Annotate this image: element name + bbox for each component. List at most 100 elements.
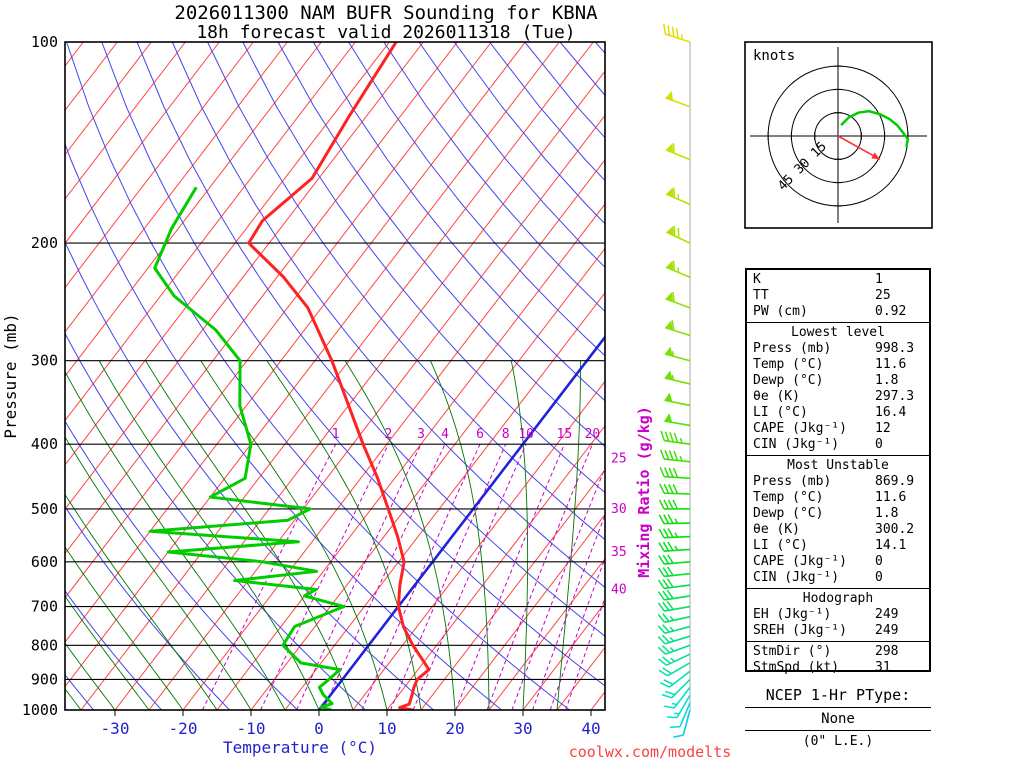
wind-barb <box>661 678 691 699</box>
pressure-tick-label: 800 <box>31 636 58 654</box>
wind-barb <box>663 23 691 43</box>
wind-barb <box>658 499 690 510</box>
temperature-tick-label: 30 <box>513 719 532 738</box>
pressure-tick-label: 600 <box>31 553 58 571</box>
table-row-label: Temp (°C) <box>753 357 824 372</box>
pressure-axis-label: Pressure (mb) <box>1 313 20 438</box>
pressure-gridlines <box>65 41 605 711</box>
temperature-tick-label: 20 <box>445 719 464 738</box>
wind-barb <box>658 554 691 565</box>
wind-barb <box>657 613 691 624</box>
wind-barb <box>673 709 691 738</box>
mixing-ratio-value-label: 40 <box>611 582 627 597</box>
ptype-block: NCEP 1-Hr PType: None (0" L.E.) <box>745 686 931 749</box>
mixing-ratio-value-label: 35 <box>611 545 627 560</box>
table-row-label: PW (cm) <box>753 304 808 319</box>
wind-barb <box>658 653 691 666</box>
pressure-tick-label: 900 <box>31 670 58 688</box>
wind-barb <box>658 541 691 552</box>
table-row-label: CIN (Jkg⁻¹) <box>753 570 840 585</box>
table-row-value: 12 <box>875 421 891 436</box>
pressure-tick-label: 100 <box>31 33 58 51</box>
wind-barb <box>657 624 691 635</box>
wind-barb <box>658 662 691 677</box>
wind-barb <box>660 430 691 445</box>
table-row-value: 998.3 <box>875 341 915 356</box>
table-row-value: 1 <box>875 272 883 287</box>
table-row: EH (Jkg⁻¹) 249 <box>753 607 923 623</box>
table-section: StmDir (°) 298 StmSpd (kt) 31 <box>747 641 929 678</box>
chart-title-line2: 18h forecast valid 2026011318 (Tue) <box>196 22 575 43</box>
wind-barb <box>659 466 691 480</box>
table-row-value: 0 <box>875 437 883 452</box>
table-section: Lowest level Press (mb) 998.3 Temp (°C) 11.6… <box>747 322 929 455</box>
table-row-value: 31 <box>875 660 891 675</box>
indices-table: K 1 TT 25 PW (cm) 0.92 Lowest level Press (mb) 9… <box>745 268 931 675</box>
wind-barb <box>665 143 691 161</box>
table-row-label: Dewp (°C) <box>753 373 824 388</box>
table-section-header: Lowest level <box>791 325 885 340</box>
table-row-label: CAPE (Jkg⁻¹) <box>753 554 847 569</box>
wind-barb <box>666 694 691 719</box>
table-row: θe (K) 300.2 <box>753 522 923 538</box>
table-row: CIN (Jkg⁻¹) 0 <box>753 437 923 453</box>
watermark-link[interactable]: coolwx.com/modelts <box>569 743 732 761</box>
mixing-ratio-axis-label: Mixing Ratio (g/kg) <box>635 406 653 578</box>
table-row-label: Dewp (°C) <box>753 506 824 521</box>
temperature-tick-label: -30 <box>101 719 130 738</box>
pressure-tick-label: 200 <box>31 234 58 252</box>
table-row-label: TT <box>753 288 769 303</box>
wind-barb <box>658 528 691 539</box>
mixing-ratio-value-label: 4 <box>441 427 449 442</box>
wind-barb <box>658 514 691 525</box>
wind-barb <box>664 686 691 709</box>
table-row-label: Press (mb) <box>753 474 832 489</box>
wind-barb <box>664 413 691 427</box>
table-row: Press (mb) 869.9 <box>753 474 923 490</box>
table-row-value: 869.9 <box>875 474 915 489</box>
wind-barb <box>659 670 691 688</box>
mixing-ratio-value-label: 1 <box>332 427 340 442</box>
wind-barb <box>659 449 691 463</box>
table-row: LI (°C) 16.4 <box>753 405 923 421</box>
table-row-value: 14.1 <box>875 538 907 553</box>
table-row: Temp (°C) 11.6 <box>753 357 923 373</box>
pressure-tick-label: 1000 <box>22 701 58 719</box>
mixing-ratio-value-label: 20 <box>585 427 601 442</box>
ptype-header: NCEP 1-Hr PType: <box>745 686 931 708</box>
table-row-label: θe (K) <box>753 522 800 537</box>
table-row-value: 0 <box>875 570 883 585</box>
mixing-ratio-value-label: 30 <box>611 502 627 517</box>
table-row-value: 25 <box>875 288 891 303</box>
table-row-label: SREH (Jkg⁻¹) <box>753 623 847 638</box>
wind-barb <box>664 320 691 337</box>
table-row: CAPE (Jkg⁻¹) 0 <box>753 554 923 570</box>
table-row: TT 25 <box>753 288 923 304</box>
table-row-value: 1.8 <box>875 506 899 521</box>
table-row-label: CAPE (Jkg⁻¹) <box>753 421 847 436</box>
table-row-value: 16.4 <box>875 405 907 420</box>
table-row-value: 11.6 <box>875 357 907 372</box>
table-row-label: LI (°C) <box>753 538 808 553</box>
table-row: Press (mb) 998.3 <box>753 341 923 357</box>
table-row: StmDir (°) 298 <box>753 644 923 660</box>
wind-barb <box>659 483 691 495</box>
hodograph-trace <box>840 109 910 148</box>
sounding-traces <box>148 42 431 710</box>
temperature-axis-label: Temperature (°C) <box>223 738 377 757</box>
table-row-value: 297.3 <box>875 389 915 404</box>
mixing-ratio-labels: 1 2 3 4 6 8 10 15 20 25 30 35 40 <box>332 427 627 597</box>
wind-barb <box>664 370 691 385</box>
temperature-tick-label: -20 <box>169 719 198 738</box>
hodograph-units-label: knots <box>753 48 795 64</box>
table-row-label: K <box>753 272 761 287</box>
wind-barb <box>669 702 691 729</box>
table-row-label: StmSpd (kt) <box>753 660 840 675</box>
temperature-tick-label: 0 <box>314 719 324 738</box>
ptype-value: None <box>745 708 931 731</box>
table-row-value: 0 <box>875 554 883 569</box>
table-row-value: 300.2 <box>875 522 915 537</box>
